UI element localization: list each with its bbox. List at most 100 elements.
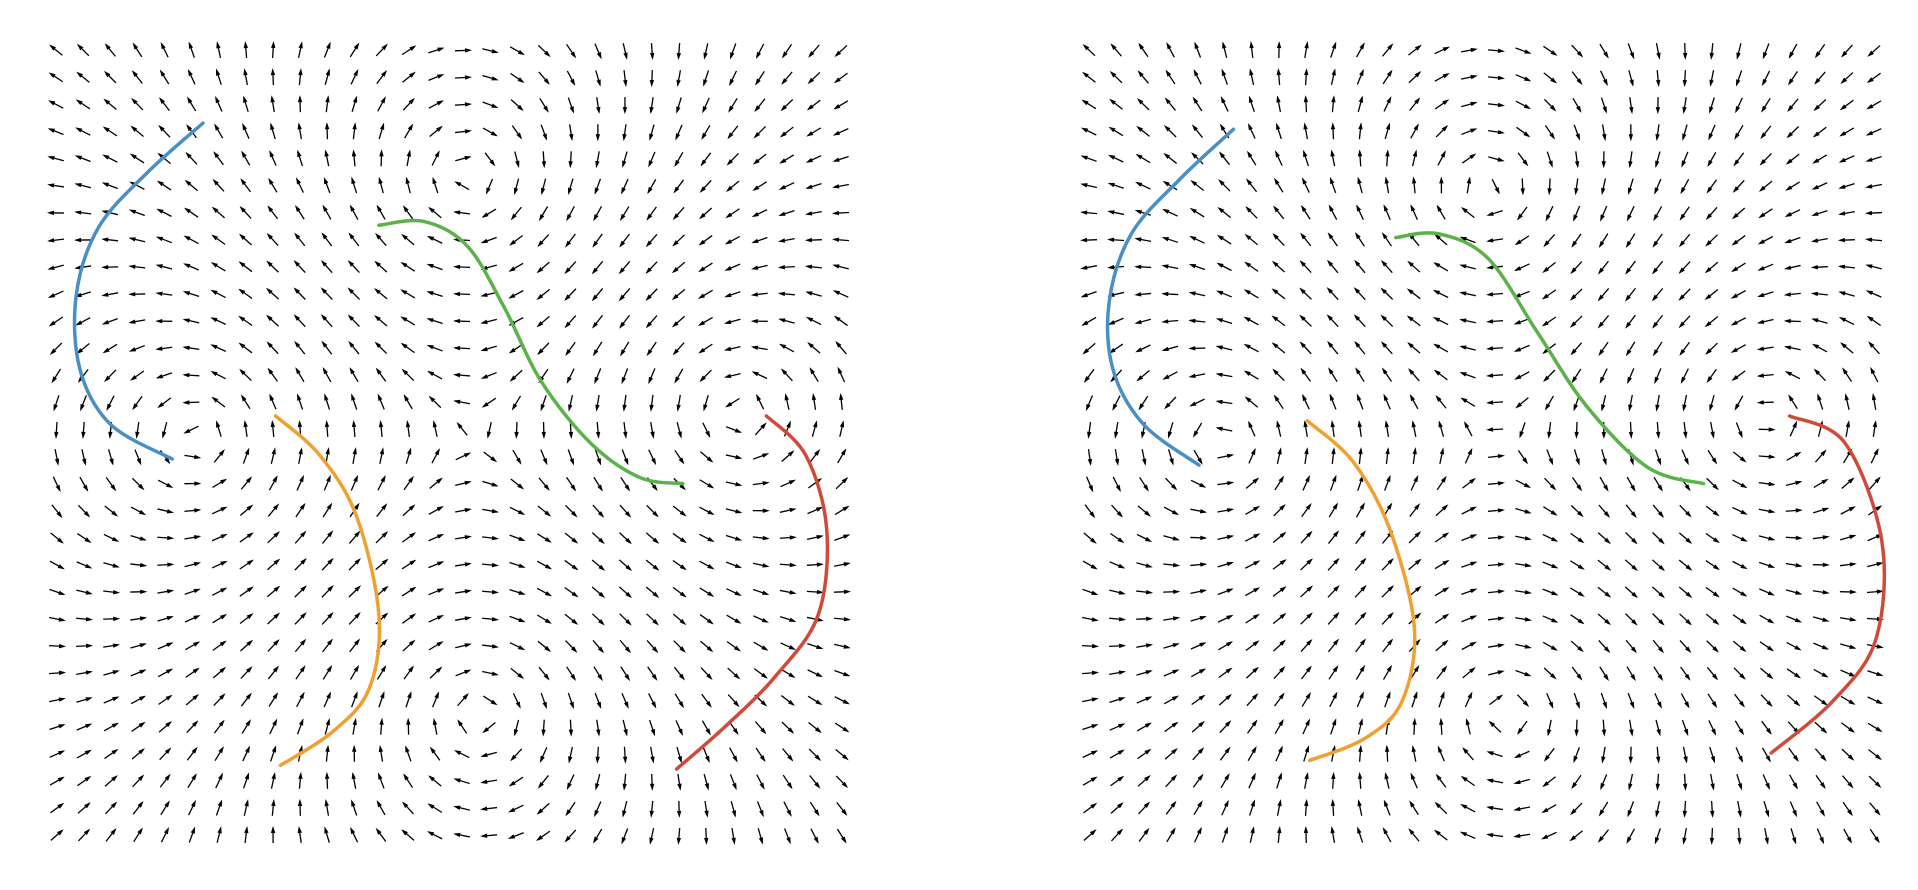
arrow-head (1625, 349, 1632, 357)
arrow-head (1602, 458, 1607, 466)
arrow-head (1305, 502, 1312, 510)
arrow-head (1193, 69, 1199, 77)
arrow-head (1787, 105, 1794, 112)
arrow-head (1386, 502, 1393, 510)
arrow-head (246, 559, 254, 566)
arrow-head (652, 646, 659, 654)
arrow-head (1353, 314, 1361, 321)
arrow-head (542, 133, 547, 141)
arrow-head (375, 827, 382, 835)
arrow-head (272, 665, 279, 673)
arrow-head (428, 775, 435, 782)
arrow-head (645, 321, 653, 329)
arrow-head (112, 643, 121, 648)
arrow-head (544, 537, 552, 543)
arrow-head (1273, 205, 1280, 213)
arrow-head (779, 158, 787, 164)
arrow-head (85, 643, 94, 649)
arrow-head (1116, 828, 1124, 836)
arrow-head (597, 511, 605, 518)
arrow-head (1165, 69, 1172, 77)
arrow-head (185, 151, 192, 159)
arrow-head (1524, 563, 1532, 568)
arrow-head (1486, 211, 1494, 216)
arrow-head (756, 393, 762, 402)
arrow-head (625, 564, 633, 572)
arrow-head (1838, 157, 1847, 163)
arrow-head (1226, 535, 1235, 540)
arrow-head (1330, 122, 1336, 130)
arrow-head (193, 535, 202, 540)
arrow-head (166, 589, 175, 594)
arrow-head (1080, 292, 1088, 298)
arrow-head (1577, 645, 1584, 653)
arrow-head (427, 831, 435, 837)
arrow-head (1083, 376, 1090, 383)
arrow-head (705, 430, 711, 438)
arrow-head (1271, 260, 1279, 268)
arrow-head (1788, 51, 1795, 59)
arrow-head (1163, 125, 1171, 132)
arrow-head (1654, 187, 1659, 195)
arrow-head (841, 809, 848, 816)
arrow-head (762, 535, 770, 541)
arrow-head (1470, 74, 1478, 80)
arrow-head (245, 692, 252, 700)
arrow-head (238, 288, 246, 295)
arrow-head (1108, 126, 1116, 133)
arrow-head (1219, 123, 1226, 131)
arrow-head (218, 772, 223, 781)
arrow-head (788, 672, 796, 678)
arrow-head (216, 41, 221, 49)
arrow-head (1461, 206, 1468, 214)
arrow-head (1599, 376, 1605, 384)
arrow-head (1327, 340, 1334, 348)
arrow-head (1631, 591, 1638, 599)
arrow-head (1107, 182, 1115, 188)
arrow-head (1330, 149, 1335, 157)
arrow-head (1435, 773, 1442, 781)
arrow-head (786, 420, 791, 428)
arrow-head (1756, 319, 1765, 324)
arrow-head (1519, 431, 1524, 439)
arrow-head (352, 744, 357, 752)
arrow-head (1217, 206, 1225, 214)
arrow-head (1756, 346, 1765, 351)
arrow-head (1575, 133, 1581, 141)
arrow-head (1091, 617, 1099, 622)
trajectory (72, 121, 205, 461)
arrow-head (220, 533, 228, 539)
arrow-head (1737, 430, 1743, 439)
arrow-head (1145, 563, 1153, 568)
arrow-head (1224, 773, 1230, 781)
arrow-head (1685, 591, 1693, 598)
arrow-head (597, 484, 603, 492)
arrow-head (762, 508, 770, 513)
arrow-head (1146, 616, 1154, 622)
arrow-head (166, 509, 175, 514)
arrow-head (219, 614, 228, 620)
arrow-head (139, 536, 147, 541)
arrow-head (273, 639, 280, 646)
arrow-head (674, 159, 680, 168)
arrow-head (128, 264, 136, 269)
arrow-head (1251, 746, 1257, 754)
arrow-head (1387, 638, 1394, 646)
arrow-head (1225, 641, 1234, 647)
arrow-head (491, 482, 499, 487)
arrow-head (1118, 563, 1126, 569)
arrow-head (244, 447, 250, 455)
arrow-head (517, 483, 525, 490)
arrow-head (1359, 691, 1364, 699)
arrow-head (128, 319, 136, 324)
arrow-head (1875, 726, 1883, 733)
arrow-head (164, 800, 170, 808)
arrow-head (1652, 321, 1659, 329)
arrow-head (672, 348, 680, 356)
arrow-head (54, 458, 60, 466)
arrow-head (1740, 482, 1748, 489)
arrow-head (1469, 615, 1478, 621)
arrow-head (155, 318, 163, 324)
arrow-head (1709, 837, 1715, 845)
arrow-head (401, 368, 409, 376)
